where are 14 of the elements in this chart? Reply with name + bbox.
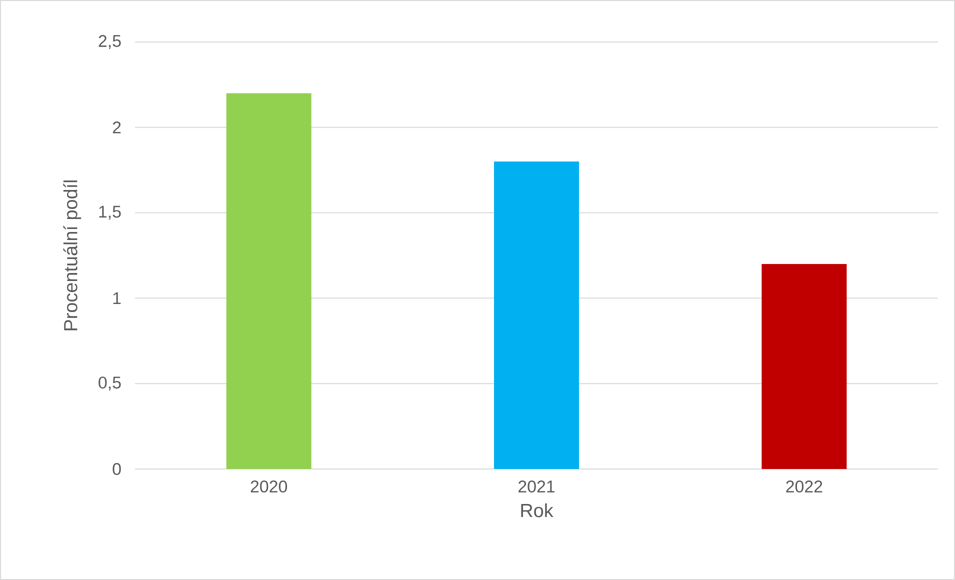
- x-axis-title: Rok: [521, 503, 554, 518]
- x-tick-label: 2020: [250, 480, 288, 493]
- x-tick-label: 2022: [786, 480, 822, 493]
- y-tick-label: 1,5: [99, 206, 121, 220]
- y-tick-label: 2: [112, 121, 121, 134]
- bar: [226, 93, 312, 469]
- bar: [762, 264, 847, 469]
- y-tick-label: 0: [112, 462, 121, 475]
- bar: [494, 162, 580, 469]
- y-tick-label: 0,5: [98, 376, 121, 391]
- y-tick-label: 1: [113, 292, 121, 304]
- y-axis-title: Procentuální podíl: [63, 180, 82, 330]
- y-tick-label: 2,5: [98, 34, 121, 49]
- x-tick-label: 2021: [518, 480, 555, 493]
